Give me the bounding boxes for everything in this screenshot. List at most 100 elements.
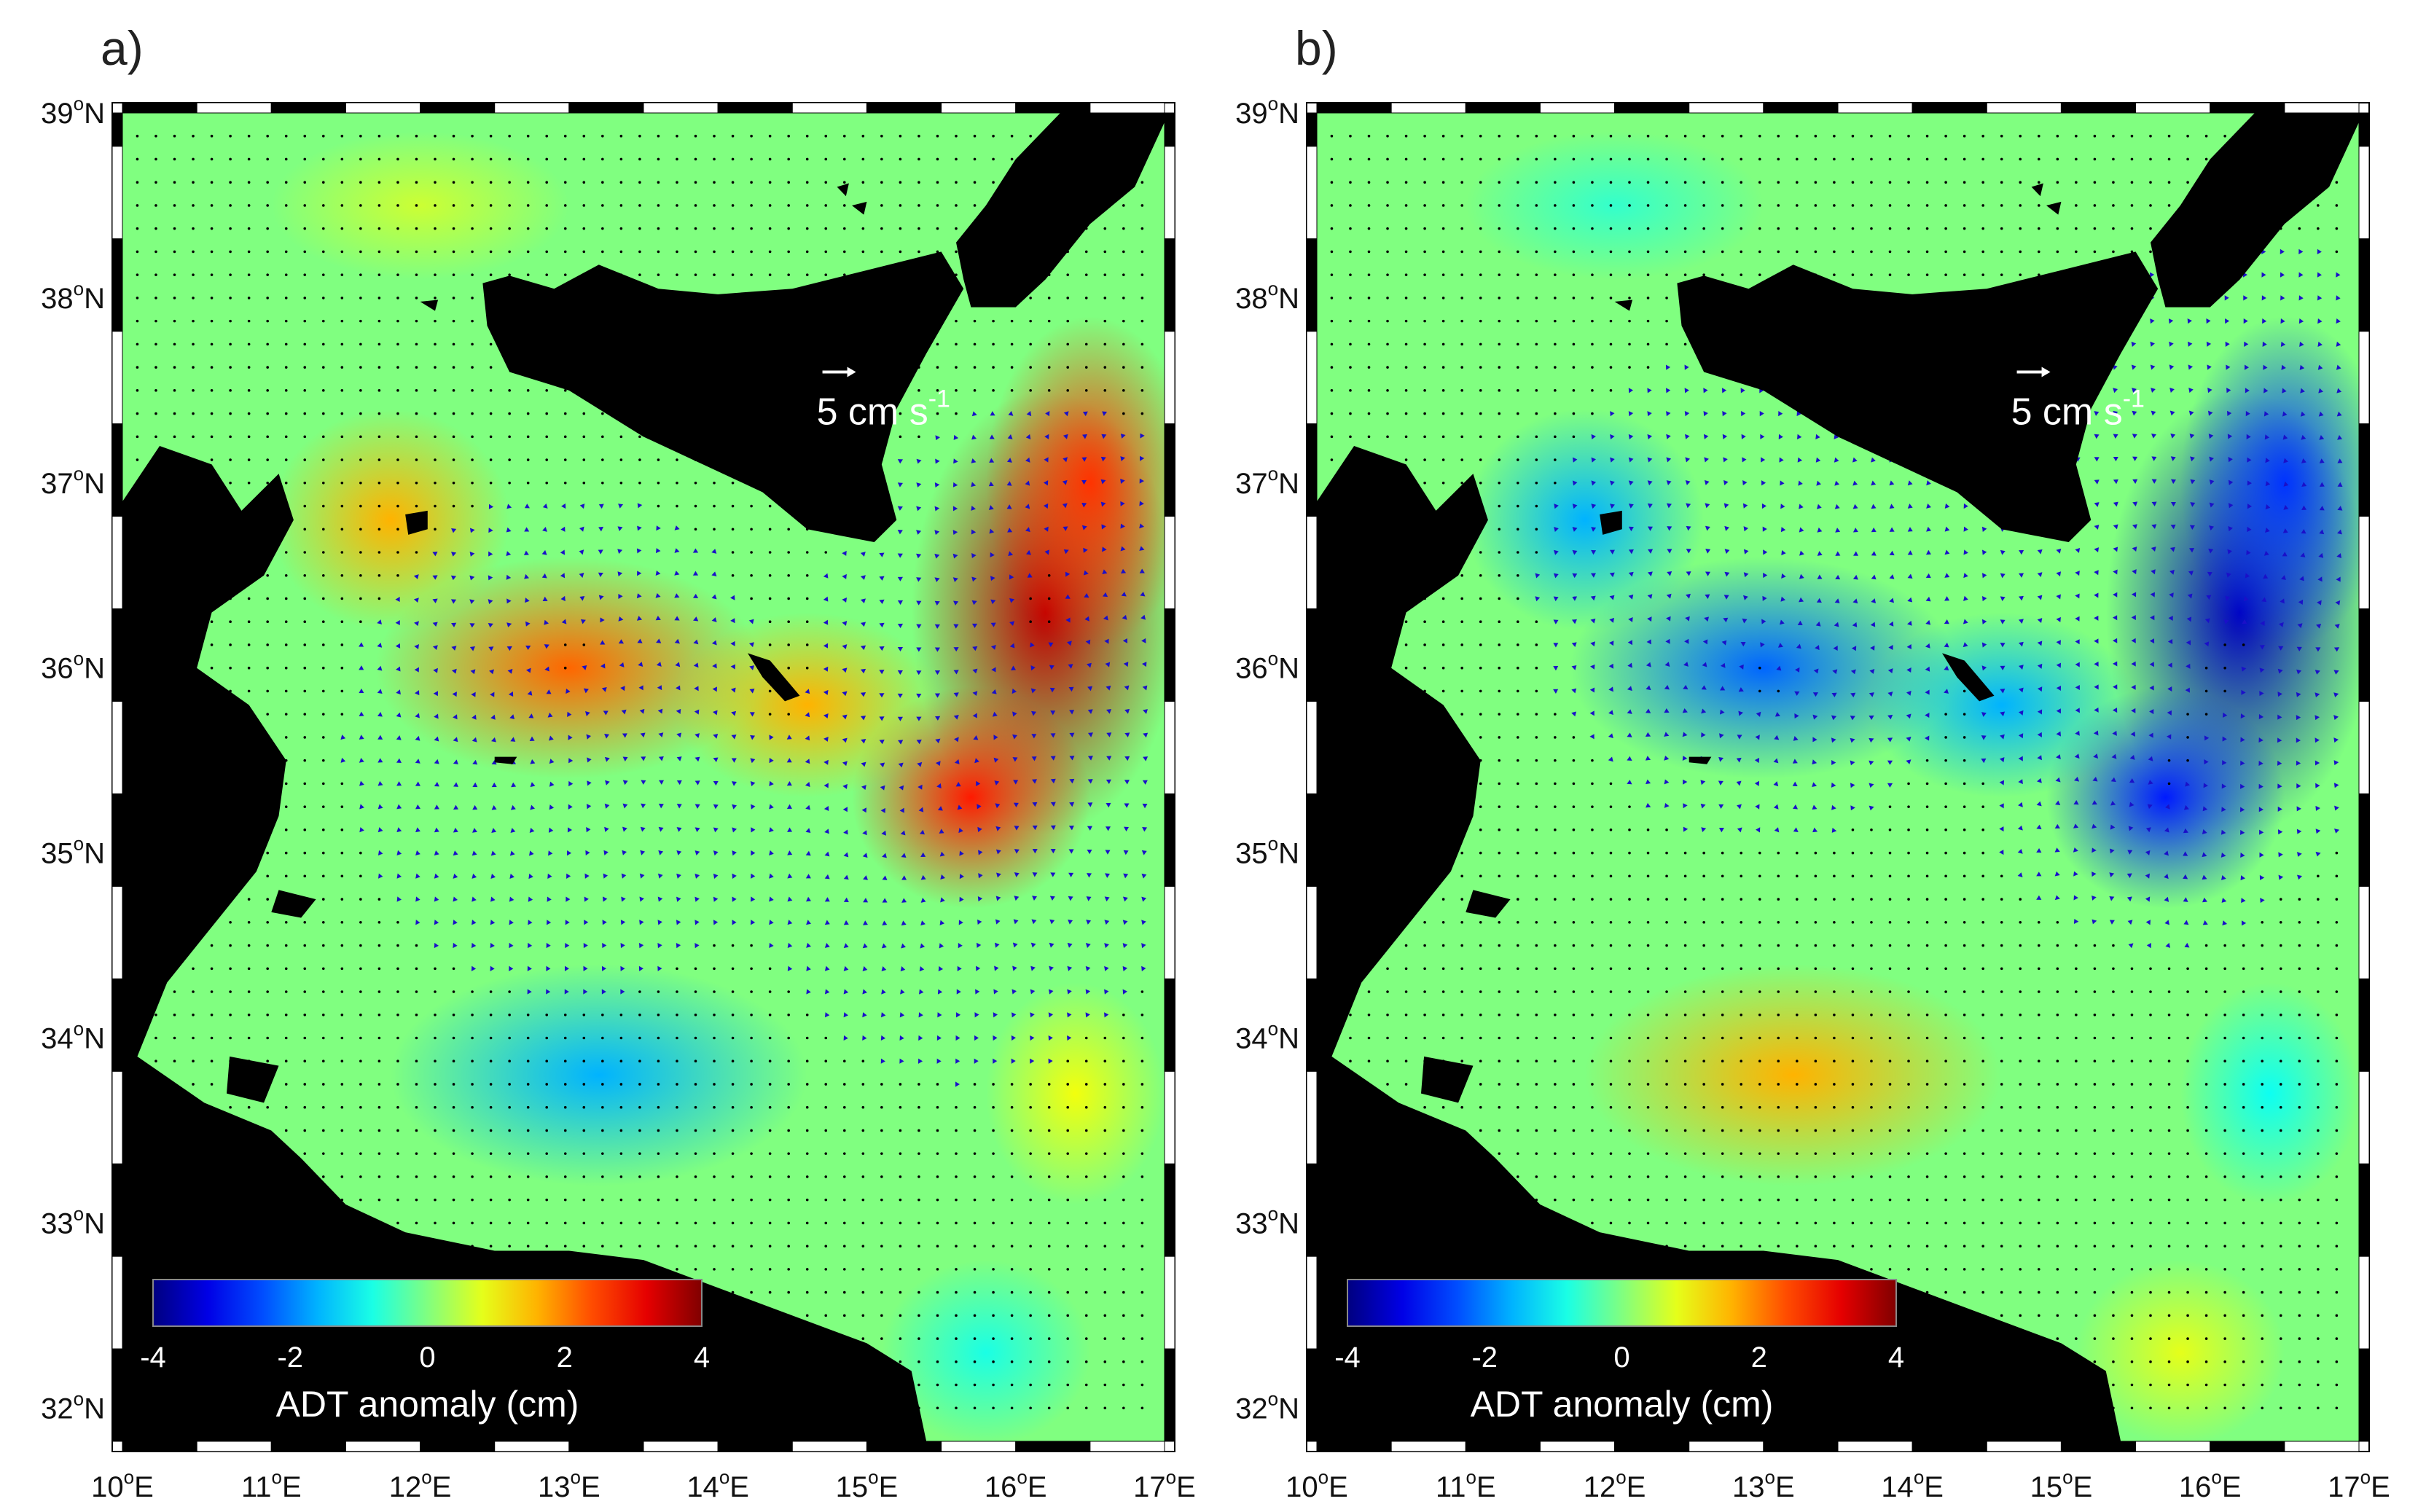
- velocity-dot: [805, 1105, 809, 1109]
- velocity-dot: [2019, 990, 2022, 993]
- velocity-arrow: [1106, 802, 1111, 808]
- velocity-dot: [303, 389, 307, 392]
- velocity-arrow: [958, 827, 963, 834]
- velocity-dot: [1498, 967, 1501, 971]
- velocity-dot: [619, 1129, 623, 1132]
- velocity-arrow: [469, 552, 475, 557]
- velocity-dot: [1554, 1013, 1557, 1017]
- velocity-dot: [1140, 1406, 1144, 1410]
- velocity-dot: [1963, 874, 1966, 878]
- velocity-dot: [1084, 1083, 1088, 1086]
- velocity-arrow: [1141, 920, 1146, 925]
- velocity-arrow: [953, 458, 958, 464]
- velocity-dot: [955, 1337, 958, 1340]
- velocity-dot: [1572, 1129, 1576, 1132]
- velocity-dot: [2204, 1383, 2208, 1387]
- velocity-dot: [2298, 1314, 2301, 1317]
- panel-b: b) 5 cm s-1 -4 -2 0 2 4 ADT anomaly (cm) 32oN 33…: [1213, 0, 2426, 1512]
- velocity-dot: [340, 1105, 344, 1109]
- velocity-arrow: [568, 735, 573, 740]
- velocity-dot: [377, 551, 381, 554]
- velocity-dot: [545, 458, 549, 461]
- velocity-arrow: [2073, 847, 2078, 853]
- velocity-dot: [1140, 412, 1144, 415]
- velocity-arrow: [973, 735, 979, 740]
- velocity-arrow: [509, 850, 515, 856]
- velocity-dot: [713, 1268, 716, 1271]
- velocity-dot: [1944, 805, 1947, 808]
- velocity-arrow: [659, 780, 665, 785]
- velocity-dot: [415, 366, 418, 369]
- velocity-arrow: [989, 434, 995, 439]
- velocity-arrow: [916, 693, 922, 698]
- velocity-dot: [563, 1083, 567, 1086]
- velocity-dot: [452, 1083, 455, 1086]
- velocity-dot: [768, 504, 772, 508]
- velocity-dot: [2261, 1406, 2264, 1410]
- velocity-dot: [1066, 1059, 1070, 1063]
- velocity-dot: [247, 689, 251, 693]
- velocity-dot: [266, 250, 269, 254]
- velocity-arrow: [567, 827, 572, 833]
- velocity-dot: [768, 1152, 772, 1155]
- velocity-arrow: [897, 459, 904, 464]
- velocity-dot: [173, 134, 176, 138]
- velocity-dot: [192, 227, 195, 230]
- velocity-dot: [489, 1198, 493, 1202]
- velocity-dot: [1628, 1221, 1631, 1225]
- velocity-arrow: [1737, 804, 1742, 810]
- velocity-arrow: [860, 692, 866, 697]
- velocity-arrow: [658, 756, 664, 761]
- velocity-dot: [638, 1083, 641, 1086]
- velocity-arrow: [957, 965, 962, 971]
- velocity-arrow: [622, 850, 627, 855]
- velocity-dot: [1029, 1221, 1032, 1225]
- velocity-arrow: [823, 573, 829, 579]
- frame-segment: [1089, 1441, 1165, 1452]
- velocity-arrow: [694, 733, 700, 738]
- velocity-arrow: [601, 989, 606, 995]
- velocity-dot: [824, 157, 828, 161]
- frame-segment: [568, 1441, 644, 1452]
- velocity-arrow: [749, 712, 755, 717]
- velocity-dot: [1628, 851, 1631, 855]
- velocity-dot: [2037, 1175, 2040, 1178]
- velocity-dot: [266, 481, 269, 485]
- velocity-dot: [303, 181, 307, 184]
- velocity-arrow: [506, 574, 512, 580]
- velocity-dot: [452, 1198, 455, 1202]
- velocity-dot: [434, 342, 437, 346]
- velocity-dot: [284, 1013, 288, 1017]
- velocity-arrow: [453, 714, 458, 720]
- velocity-dot: [1944, 944, 1947, 947]
- velocity-dot: [1591, 759, 1594, 762]
- velocity-dot: [377, 597, 381, 600]
- velocity-dot: [2204, 1083, 2208, 1086]
- velocity-arrow: [567, 711, 572, 717]
- velocity-dot: [284, 689, 288, 693]
- velocity-arrow: [805, 828, 811, 833]
- velocity-dot: [2093, 1290, 2097, 1294]
- velocity-dot: [2298, 1175, 2301, 1178]
- velocity-dot: [1963, 1152, 1966, 1155]
- velocity-arrow: [658, 803, 664, 809]
- velocity-arrow: [1106, 709, 1111, 714]
- velocity-arrow: [471, 692, 476, 697]
- velocity-dot: [471, 204, 474, 207]
- velocity-arrow: [490, 714, 496, 720]
- velocity-dot: [1047, 1175, 1051, 1178]
- velocity-dot: [136, 204, 139, 207]
- velocity-arrow: [674, 571, 680, 576]
- velocity-dot: [1609, 1175, 1613, 1178]
- velocity-dot: [713, 1175, 716, 1178]
- velocity-dot: [638, 227, 641, 230]
- velocity-dot: [750, 1083, 753, 1086]
- velocity-dot: [526, 1198, 530, 1202]
- velocity-arrow: [2109, 896, 2115, 901]
- panel-label-a: a): [101, 21, 144, 75]
- velocity-dot: [750, 504, 753, 508]
- velocity-arrow: [1106, 756, 1112, 761]
- velocity-dot: [619, 157, 623, 161]
- velocity-dot: [2056, 944, 2059, 947]
- velocity-arrow: [1027, 573, 1033, 578]
